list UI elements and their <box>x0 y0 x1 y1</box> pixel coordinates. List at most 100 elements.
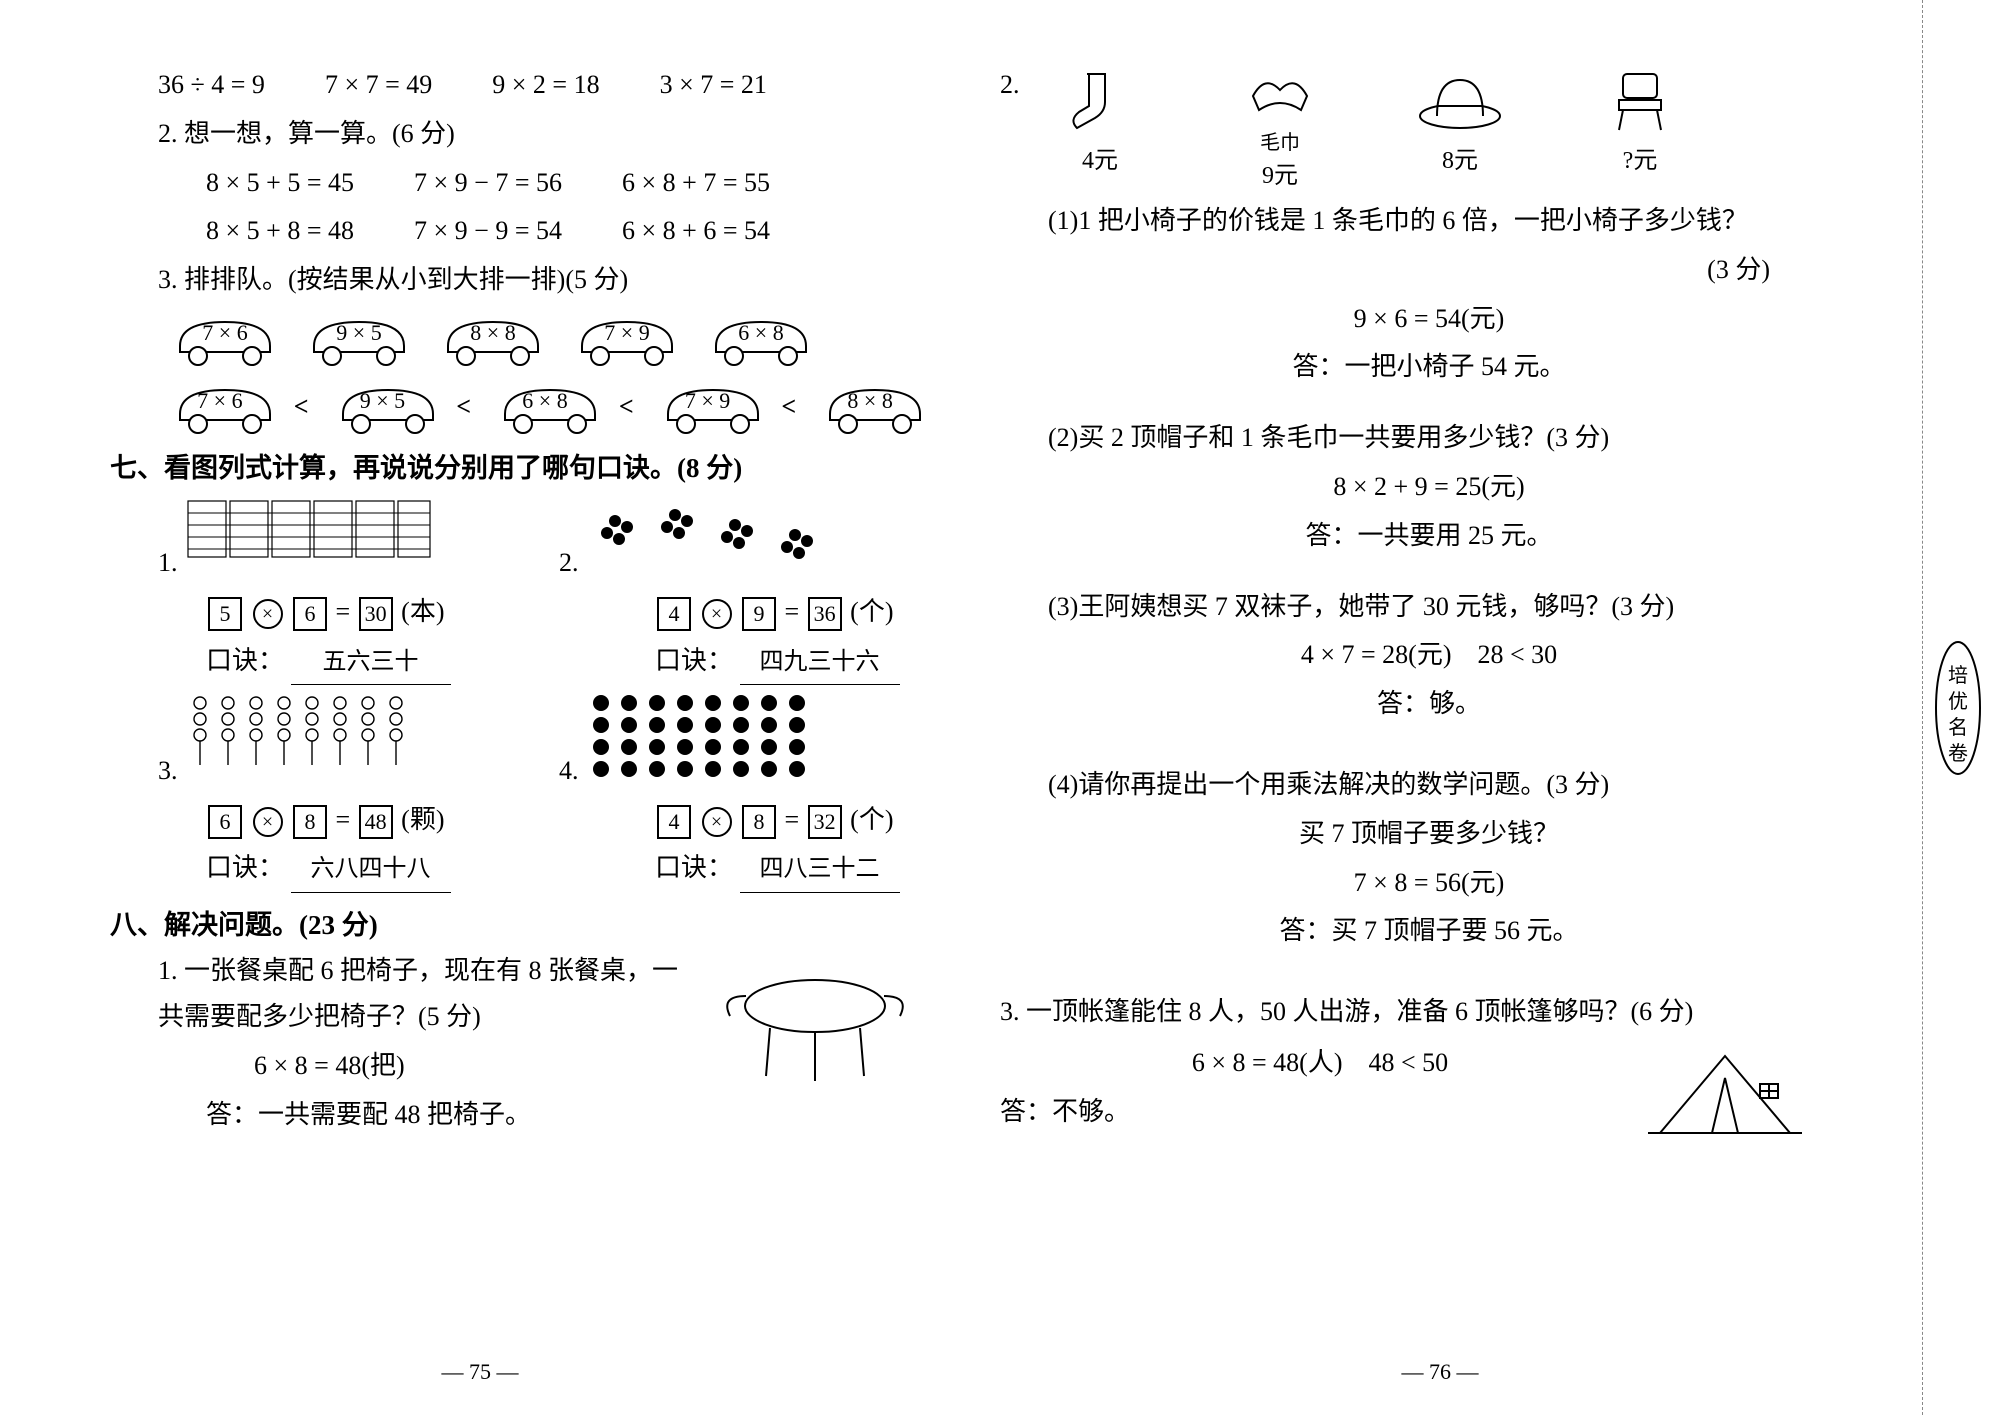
calc: 8 × 2 + 9 = 25(元) <box>1048 464 1810 511</box>
page-number: — 75 — <box>0 1359 960 1385</box>
answer: 答：一共要用 25 元。 <box>1048 513 1810 560</box>
problem-1: 1. 5 × 6 = 30 (本) 口诀： 五六三十 <box>158 489 519 687</box>
less-than: < <box>619 392 634 422</box>
eq: 36 ÷ 4 = 9 <box>158 62 265 109</box>
op-circle: × <box>702 807 732 837</box>
calc: 7 × 8 = 56(元) <box>1048 860 1810 907</box>
op-circle: × <box>253 599 283 629</box>
answer: 答：不够。 <box>1000 1089 1640 1136</box>
num: 3. <box>158 756 178 785</box>
label: 口诀： <box>655 646 733 675</box>
box: 36 <box>808 597 842 631</box>
car-label: 8 × 8 <box>847 388 892 414</box>
car-label: 8 × 8 <box>470 320 515 346</box>
equals: = <box>336 805 351 834</box>
eq-row: 8 × 5 + 8 = 48 7 × 9 − 9 = 54 6 × 8 + 6 … <box>206 208 920 255</box>
item-row: 4元 毛巾 9元 8元 ?元 <box>1040 66 1700 190</box>
op-circle: × <box>702 599 732 629</box>
tent-icon <box>1640 1038 1810 1148</box>
page-75: 36 ÷ 4 = 9 7 × 7 = 49 9 × 2 = 18 3 × 7 =… <box>0 0 960 1415</box>
car: 7 × 9 <box>658 378 758 436</box>
caption: 毛巾 <box>1220 126 1340 155</box>
answer: 四八三十二 <box>740 848 900 892</box>
num: 2. <box>1000 62 1040 109</box>
question: 1. 一张餐桌配 6 把椅子，现在有 8 张餐桌，一共需要配多少把椅子？(5 分… <box>158 948 690 1042</box>
eq: 3 × 7 = 21 <box>660 62 767 109</box>
sub-q4: (4)请你再提出一个用乘法解决的数学问题。(3 分) 买 7 顶帽子要多少钱？ … <box>1048 762 1810 955</box>
unit: (个) <box>850 597 893 626</box>
answer: 答：买 7 顶帽子要 56 元。 <box>1048 908 1810 955</box>
car-label: 6 × 8 <box>522 388 567 414</box>
num: 1. <box>158 548 178 577</box>
answer: 答：够。 <box>1048 681 1810 728</box>
points: (3 分) <box>1048 247 1810 294</box>
chair-icon <box>1605 66 1675 136</box>
box: 8 <box>293 805 327 839</box>
side-tab: 培 优 名 卷 <box>1922 0 1992 1415</box>
num: 2. <box>559 548 579 577</box>
towel-icon <box>1245 66 1315 122</box>
hat-icon <box>1415 66 1505 136</box>
num: 4. <box>559 756 579 785</box>
word-problem-1: 1. 一张餐桌配 6 把椅子，现在有 8 张餐桌，一共需要配多少把椅子？(5 分… <box>110 946 920 1141</box>
svg-text:优: 优 <box>1948 690 1968 713</box>
eq: 6 × 8 + 6 = 54 <box>622 208 770 255</box>
answer: 六八四十八 <box>291 848 451 892</box>
car: 7 × 9 <box>572 310 682 368</box>
word-problem-3: 3. 一顶帐篷能住 8 人，50 人出游，准备 6 顶帐篷够吗？(6 分) 6 … <box>1000 989 1810 1148</box>
label: 口诀： <box>655 853 733 882</box>
section-2-title: 2. 想一想，算一算。(6 分) <box>158 111 920 158</box>
question: 3. 一顶帐篷能住 8 人，50 人出游，准备 6 顶帐篷够吗？(6 分) <box>1000 989 1810 1036</box>
car: 6 × 8 <box>706 310 816 368</box>
svg-text:卷: 卷 <box>1948 742 1968 765</box>
label: 口诀： <box>206 646 284 675</box>
koujue: 口诀： 四九三十六 <box>655 638 920 685</box>
equals: = <box>785 805 800 834</box>
socks-icon <box>1065 66 1135 136</box>
question: (3)王阿姨想买 7 双袜子，她带了 30 元钱，够吗？(3 分) <box>1048 584 1810 631</box>
section-3-title: 3. 排排队。(按结果从小到大排一排)(5 分) <box>158 257 920 304</box>
heading-7: 七、看图列式计算，再说说分别用了哪句口诀。(8 分) <box>110 446 920 485</box>
answer: 四九三十六 <box>740 641 900 685</box>
flower-grid-icon <box>585 689 835 779</box>
eq: 8 × 5 + 8 = 48 <box>206 208 354 255</box>
eq: 7 × 7 = 49 <box>325 62 432 109</box>
stamp-icon: 培 优 名 卷 <box>1933 638 1983 778</box>
car-row-top: 7 × 6 9 × 5 8 × 8 7 × 9 6 × 8 <box>170 310 920 368</box>
price: ?元 <box>1623 148 1658 174</box>
box: 8 <box>742 805 776 839</box>
problem-4: 4. 4 × 8 = 32 (个) <box>559 687 920 895</box>
box: 9 <box>742 597 776 631</box>
calc: 4 × 7 = 28(元) 28 < 30 <box>1048 632 1810 679</box>
svg-text:名: 名 <box>1948 716 1968 739</box>
eq: 9 × 2 = 18 <box>492 62 599 109</box>
sub-q3: (3)王阿姨想买 7 双袜子，她带了 30 元钱，够吗？(3 分) 4 × 7 … <box>1048 584 1810 728</box>
answer: 五六三十 <box>291 641 451 685</box>
eq: 7 × 9 − 7 = 56 <box>414 160 562 207</box>
car-label: 9 × 5 <box>360 388 405 414</box>
car-label: 9 × 5 <box>336 320 381 346</box>
equation: 5 × 6 = 30 (本) <box>206 589 519 636</box>
equals: = <box>785 597 800 626</box>
box: 6 <box>293 597 327 631</box>
calc: 6 × 8 = 48(人) 48 < 50 <box>1000 1040 1640 1087</box>
books-icon <box>184 491 434 571</box>
less-than: < <box>781 392 796 422</box>
problem-2: 2. 4 × 9 = 36 (个) 口诀： 四九三十六 <box>559 489 920 687</box>
box: 4 <box>657 597 691 631</box>
equals: = <box>336 597 351 626</box>
car: 8 × 8 <box>820 378 920 436</box>
eq: 8 × 5 + 5 = 45 <box>206 160 354 207</box>
table-chairs-icon <box>710 946 920 1096</box>
sub-q2: (2)买 2 顶帽子和 1 条毛巾一共要用多少钱？(3 分) 8 × 2 + 9… <box>1048 415 1810 559</box>
box: 32 <box>808 805 842 839</box>
car-label: 7 × 6 <box>197 388 242 414</box>
car: 7 × 6 <box>170 310 280 368</box>
op-circle: × <box>253 807 283 837</box>
section-2: 2. 4元 毛巾 9元 8元 ?元 <box>1000 60 1810 196</box>
unit: (本) <box>401 597 444 626</box>
car: 7 × 6 <box>170 378 270 436</box>
eq: 6 × 8 + 7 = 55 <box>622 160 770 207</box>
price: 9元 <box>1262 163 1298 189</box>
car: 6 × 8 <box>495 378 595 436</box>
